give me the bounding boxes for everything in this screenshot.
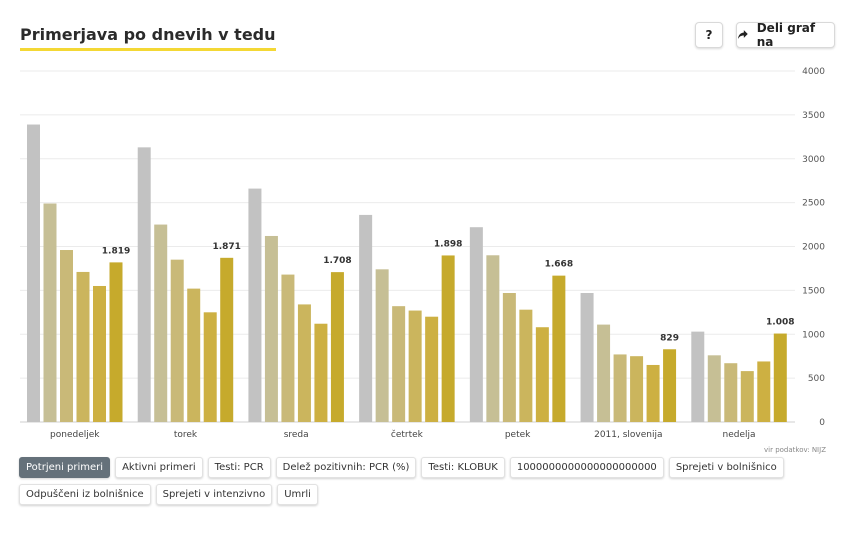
bar (597, 324, 611, 422)
tab-2[interactable]: Testi: PCR (207, 457, 271, 478)
bar (359, 214, 373, 422)
y-tick-label: 2500 (802, 199, 825, 209)
tab-9[interactable]: Umrli (277, 484, 318, 505)
help-button-label: ? (705, 28, 713, 42)
y-tick-label: 500 (808, 374, 825, 384)
bar (408, 310, 422, 422)
bar (392, 306, 406, 422)
tab-7[interactable]: Odpuščeni iz bolnišnice (19, 484, 151, 505)
bar (519, 309, 533, 422)
share-button-label: Deli graf na (756, 21, 816, 49)
bar (137, 147, 151, 422)
tab-8[interactable]: Sprejeti v intenzivno (155, 484, 273, 505)
data-source-note: vir podatkov: NIJZ (764, 446, 826, 454)
bar (314, 323, 328, 422)
bar (170, 259, 184, 422)
bar (724, 363, 738, 422)
bar (773, 333, 787, 422)
bar (535, 327, 549, 422)
data-label: 1.008 (766, 318, 794, 328)
metric-tabs: Potrjeni primeri Aktivni primeri Testi: PC… (19, 457, 819, 505)
bar (375, 269, 389, 422)
bar (154, 224, 168, 422)
bar (425, 316, 439, 422)
bar (502, 293, 516, 422)
bar (109, 262, 123, 422)
tab-6[interactable]: Sprejeti v bolnišnico (668, 457, 784, 478)
x-tick-label: nedelja (723, 430, 756, 440)
data-label: 1.871 (212, 242, 240, 252)
y-tick-label: 4000 (802, 67, 825, 77)
y-tick-label: 1000 (802, 330, 825, 340)
chart-title: Primerjava po dnevih v tedu (20, 25, 276, 51)
bar (248, 188, 262, 422)
bar (580, 293, 594, 422)
x-tick-label: 2011, slovenija (594, 430, 662, 440)
data-label: 1.668 (545, 260, 573, 270)
x-tick-label: torek (174, 430, 198, 440)
share-button[interactable]: Deli graf na (736, 21, 835, 49)
bar (330, 272, 344, 422)
help-button[interactable]: ? (695, 22, 723, 48)
bar (663, 349, 677, 422)
tab-4[interactable]: Testi: KLOBUK (421, 457, 505, 478)
weekday-bar-chart: 0 500 1000 1500 2000 2500 3000 3500 4000 1.819 pon… (20, 67, 825, 440)
bar (552, 275, 566, 422)
x-tick-label: ponedeljek (50, 430, 100, 440)
bar (281, 274, 295, 422)
bar (691, 331, 705, 422)
data-label: 1.898 (434, 239, 462, 249)
x-tick-label: četrtek (391, 429, 424, 440)
tab-0[interactable]: Potrjeni primeri (19, 457, 111, 478)
x-tick-label: sreda (284, 430, 309, 440)
bar (630, 356, 644, 422)
bar (441, 255, 455, 422)
y-tick-label: 3000 (802, 155, 825, 165)
bar (203, 312, 217, 422)
bar (187, 288, 201, 422)
y-tick-label: 1500 (802, 286, 825, 296)
y-tick-label: 2000 (802, 243, 825, 253)
data-label: 829 (660, 333, 679, 343)
x-tick-label: petek (505, 430, 531, 440)
bar (707, 355, 721, 422)
tab-3[interactable]: Delež pozitivnih: PCR (%) (275, 457, 417, 478)
bar (76, 271, 90, 422)
data-label: 1.819 (102, 246, 130, 256)
tab-1[interactable]: Aktivni primeri (115, 457, 203, 478)
bar (60, 250, 73, 422)
bar (613, 354, 627, 422)
tab-5[interactable]: 1000000000000000000000 (509, 457, 664, 478)
y-tick-label: 3500 (802, 111, 825, 121)
share-arrow-icon (737, 30, 748, 39)
bar (469, 227, 483, 422)
bar (646, 364, 660, 422)
bar (757, 361, 771, 422)
bar (486, 255, 500, 422)
bar (740, 371, 754, 422)
bar (297, 304, 311, 422)
y-tick-label: 0 (819, 418, 825, 428)
bar (93, 285, 106, 422)
bar (27, 124, 40, 422)
bar (264, 235, 278, 422)
data-label: 1.708 (323, 256, 351, 266)
bar (43, 203, 57, 422)
bar (220, 257, 234, 422)
